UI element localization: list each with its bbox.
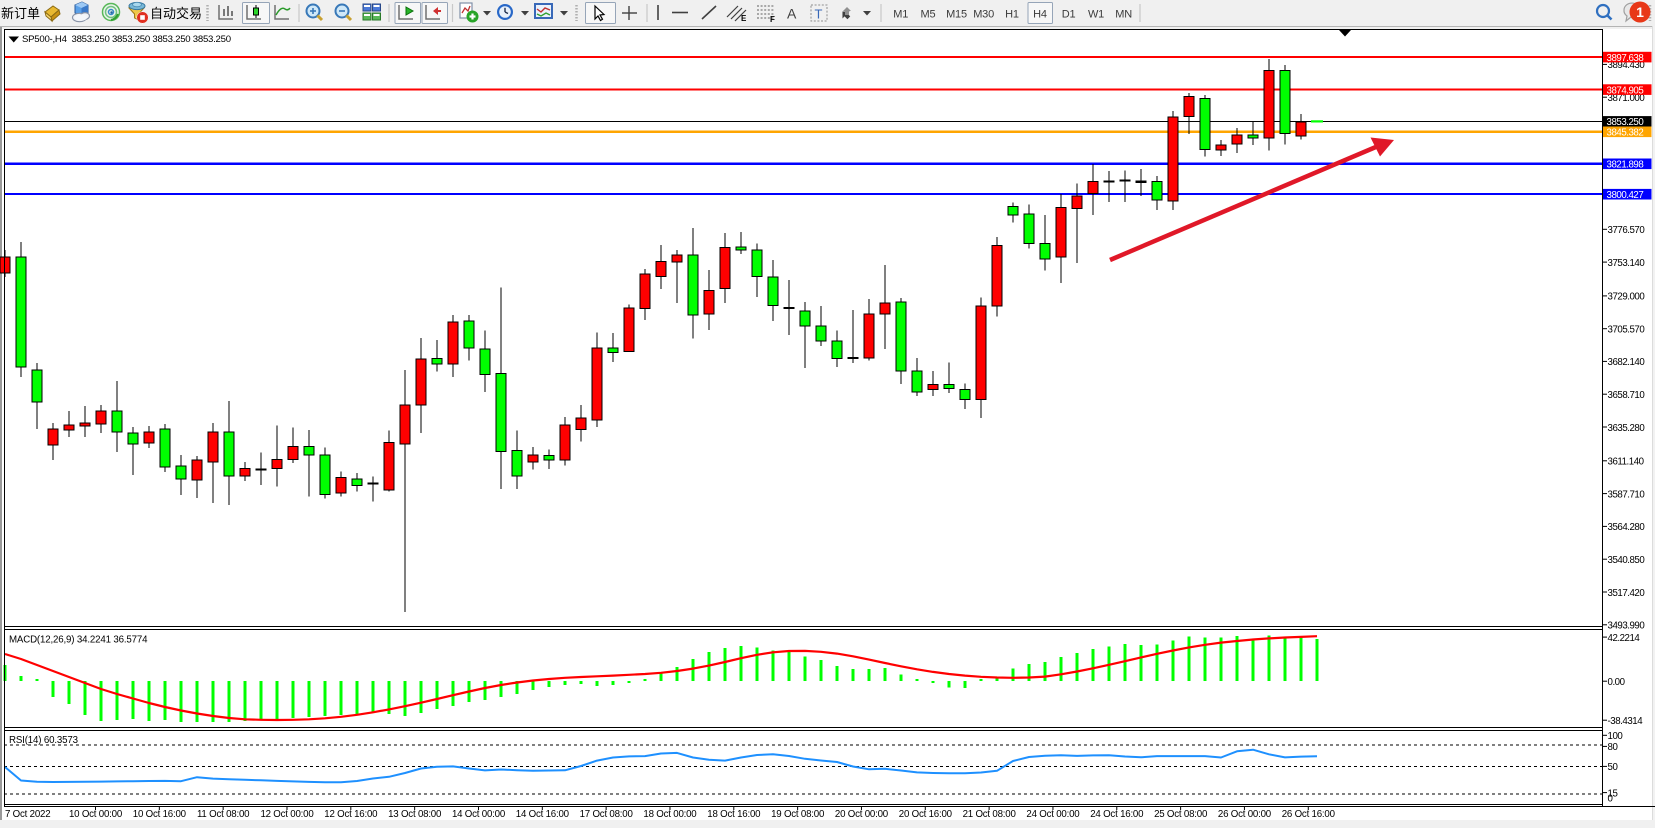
svg-text:新订单: 新订单 — [1, 6, 40, 21]
svg-text:E: E — [741, 14, 747, 23]
svg-text:21 Oct 08:00: 21 Oct 08:00 — [963, 809, 1017, 820]
svg-text:3874.905: 3874.905 — [1607, 85, 1644, 96]
svg-text:80: 80 — [1608, 742, 1619, 753]
svg-text:14 Oct 16:00: 14 Oct 16:00 — [516, 809, 570, 820]
svg-text:3776.570: 3776.570 — [1608, 225, 1646, 236]
svg-text:100: 100 — [1608, 731, 1624, 742]
svg-text:3897.638: 3897.638 — [1607, 53, 1644, 64]
svg-text:M1: M1 — [893, 9, 908, 21]
svg-text:3564.280: 3564.280 — [1608, 522, 1646, 533]
svg-text:SP500-,H4 3853.250 3853.250 3: SP500-,H4 3853.250 3853.250 3853.250 385… — [22, 34, 231, 45]
svg-text:3517.420: 3517.420 — [1608, 588, 1646, 599]
svg-text:T: T — [815, 7, 823, 22]
svg-text:-38.4314: -38.4314 — [1608, 716, 1644, 727]
svg-text:24 Oct 00:00: 24 Oct 00:00 — [1026, 809, 1080, 820]
svg-text:D1: D1 — [1062, 9, 1076, 21]
svg-text:3853.250: 3853.250 — [1607, 117, 1645, 128]
svg-text:12 Oct 00:00: 12 Oct 00:00 — [260, 809, 314, 820]
svg-text:A: A — [787, 6, 797, 22]
svg-text:3821.898: 3821.898 — [1607, 160, 1644, 171]
svg-text:3611.140: 3611.140 — [1608, 457, 1645, 468]
svg-text:15: 15 — [1608, 788, 1618, 799]
svg-text:20 Oct 16:00: 20 Oct 16:00 — [899, 809, 953, 820]
svg-text:RSI(14) 60.3573: RSI(14) 60.3573 — [9, 735, 78, 746]
svg-text:3729.000: 3729.000 — [1608, 292, 1646, 303]
svg-text:3871.000: 3871.000 — [1608, 93, 1646, 104]
svg-text:18 Oct 00:00: 18 Oct 00:00 — [643, 809, 697, 820]
svg-text:3635.280: 3635.280 — [1608, 423, 1646, 434]
svg-text:25 Oct 08:00: 25 Oct 08:00 — [1154, 809, 1208, 820]
svg-text:3587.710: 3587.710 — [1608, 489, 1646, 500]
svg-text:3540.850: 3540.850 — [1608, 555, 1646, 566]
svg-text:26 Oct 00:00: 26 Oct 00:00 — [1218, 809, 1272, 820]
svg-text:W1: W1 — [1088, 9, 1104, 21]
svg-text:7 Oct 2022: 7 Oct 2022 — [5, 809, 50, 820]
svg-text:42.2214: 42.2214 — [1608, 633, 1641, 644]
svg-text:14 Oct 00:00: 14 Oct 00:00 — [452, 809, 506, 820]
svg-text:3845.382: 3845.382 — [1607, 128, 1644, 139]
svg-text:13 Oct 08:00: 13 Oct 08:00 — [388, 809, 442, 820]
svg-text:MN: MN — [1115, 9, 1132, 21]
svg-text:MACD(12,26,9) 34.2241 36.5774: MACD(12,26,9) 34.2241 36.5774 — [9, 635, 148, 646]
svg-text:1: 1 — [1636, 4, 1644, 20]
svg-text:3753.140: 3753.140 — [1608, 258, 1646, 269]
svg-text:F: F — [770, 15, 775, 24]
svg-text:3682.140: 3682.140 — [1608, 357, 1646, 368]
svg-text:3894.430: 3894.430 — [1608, 60, 1646, 71]
svg-text:10 Oct 00:00: 10 Oct 00:00 — [69, 809, 123, 820]
svg-text:24 Oct 16:00: 24 Oct 16:00 — [1090, 809, 1144, 820]
svg-text:3658.710: 3658.710 — [1608, 390, 1646, 401]
svg-text:10 Oct 16:00: 10 Oct 16:00 — [133, 809, 187, 820]
svg-text:M15: M15 — [946, 9, 967, 21]
svg-text:3705.570: 3705.570 — [1608, 325, 1646, 336]
svg-text:M30: M30 — [973, 9, 994, 21]
svg-text:0: 0 — [1608, 794, 1614, 805]
svg-text:12 Oct 16:00: 12 Oct 16:00 — [324, 809, 378, 820]
svg-text:50: 50 — [1608, 762, 1619, 773]
svg-text:H1: H1 — [1005, 9, 1019, 21]
svg-text:3493.990: 3493.990 — [1608, 621, 1646, 632]
svg-text:19 Oct 08:00: 19 Oct 08:00 — [771, 809, 825, 820]
svg-text:20 Oct 00:00: 20 Oct 00:00 — [835, 809, 889, 820]
svg-text:M5: M5 — [921, 9, 936, 21]
svg-text:26 Oct 16:00: 26 Oct 16:00 — [1282, 809, 1336, 820]
svg-text:18 Oct 16:00: 18 Oct 16:00 — [707, 809, 761, 820]
svg-text:H4: H4 — [1033, 9, 1047, 21]
svg-text:自动交易: 自动交易 — [150, 6, 202, 21]
svg-text:3800.427: 3800.427 — [1607, 190, 1644, 201]
svg-text:0.00: 0.00 — [1608, 677, 1626, 688]
svg-text:17 Oct 08:00: 17 Oct 08:00 — [580, 809, 634, 820]
svg-text:11 Oct 08:00: 11 Oct 08:00 — [197, 809, 250, 820]
